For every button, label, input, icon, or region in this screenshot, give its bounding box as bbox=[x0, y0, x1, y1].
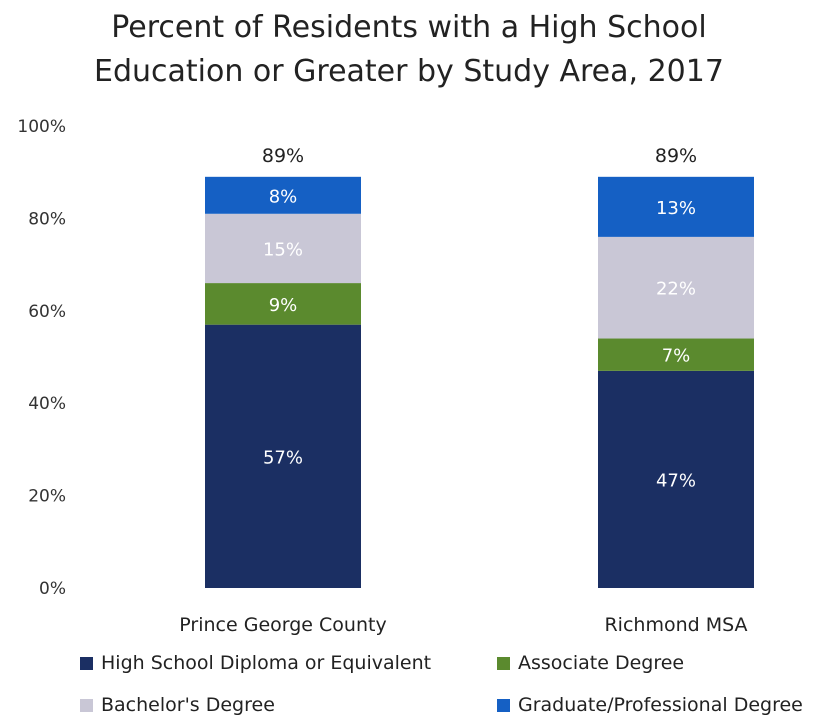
chart-title-line-1: Percent of Residents with a High School bbox=[111, 10, 707, 45]
bar-segment bbox=[598, 338, 754, 371]
total-label: 89% bbox=[262, 145, 304, 167]
y-tick-label: 80% bbox=[28, 209, 66, 229]
bar-segment bbox=[205, 283, 361, 325]
x-category-label: Prince George County bbox=[179, 614, 386, 636]
data-label: 13% bbox=[656, 198, 696, 219]
data-label: 7% bbox=[662, 346, 691, 367]
bar-segment bbox=[205, 324, 361, 588]
total-label: 89% bbox=[655, 145, 697, 167]
y-tick-label: 60% bbox=[28, 302, 66, 322]
bar-segment bbox=[598, 370, 754, 588]
y-tick-label: 40% bbox=[28, 394, 66, 414]
y-tick-label: 20% bbox=[28, 487, 66, 507]
y-tick-label: 0% bbox=[39, 579, 66, 599]
chart-title-line-2: Education or Greater by Study Area, 2017 bbox=[94, 54, 724, 89]
bar-segment bbox=[598, 176, 754, 237]
bar-segment bbox=[205, 213, 361, 284]
x-category-label: Richmond MSA bbox=[604, 614, 747, 636]
bar-segment bbox=[598, 236, 754, 339]
data-label: 8% bbox=[269, 186, 298, 207]
data-label: 22% bbox=[656, 279, 696, 300]
data-label: 9% bbox=[269, 295, 298, 316]
chart-title: Percent of Residents with a High School … bbox=[0, 6, 818, 94]
y-tick-label: 100% bbox=[17, 117, 66, 137]
bar-segment bbox=[205, 176, 361, 214]
data-label: 57% bbox=[263, 447, 303, 468]
data-label: 15% bbox=[263, 239, 303, 260]
data-label: 47% bbox=[656, 470, 696, 491]
